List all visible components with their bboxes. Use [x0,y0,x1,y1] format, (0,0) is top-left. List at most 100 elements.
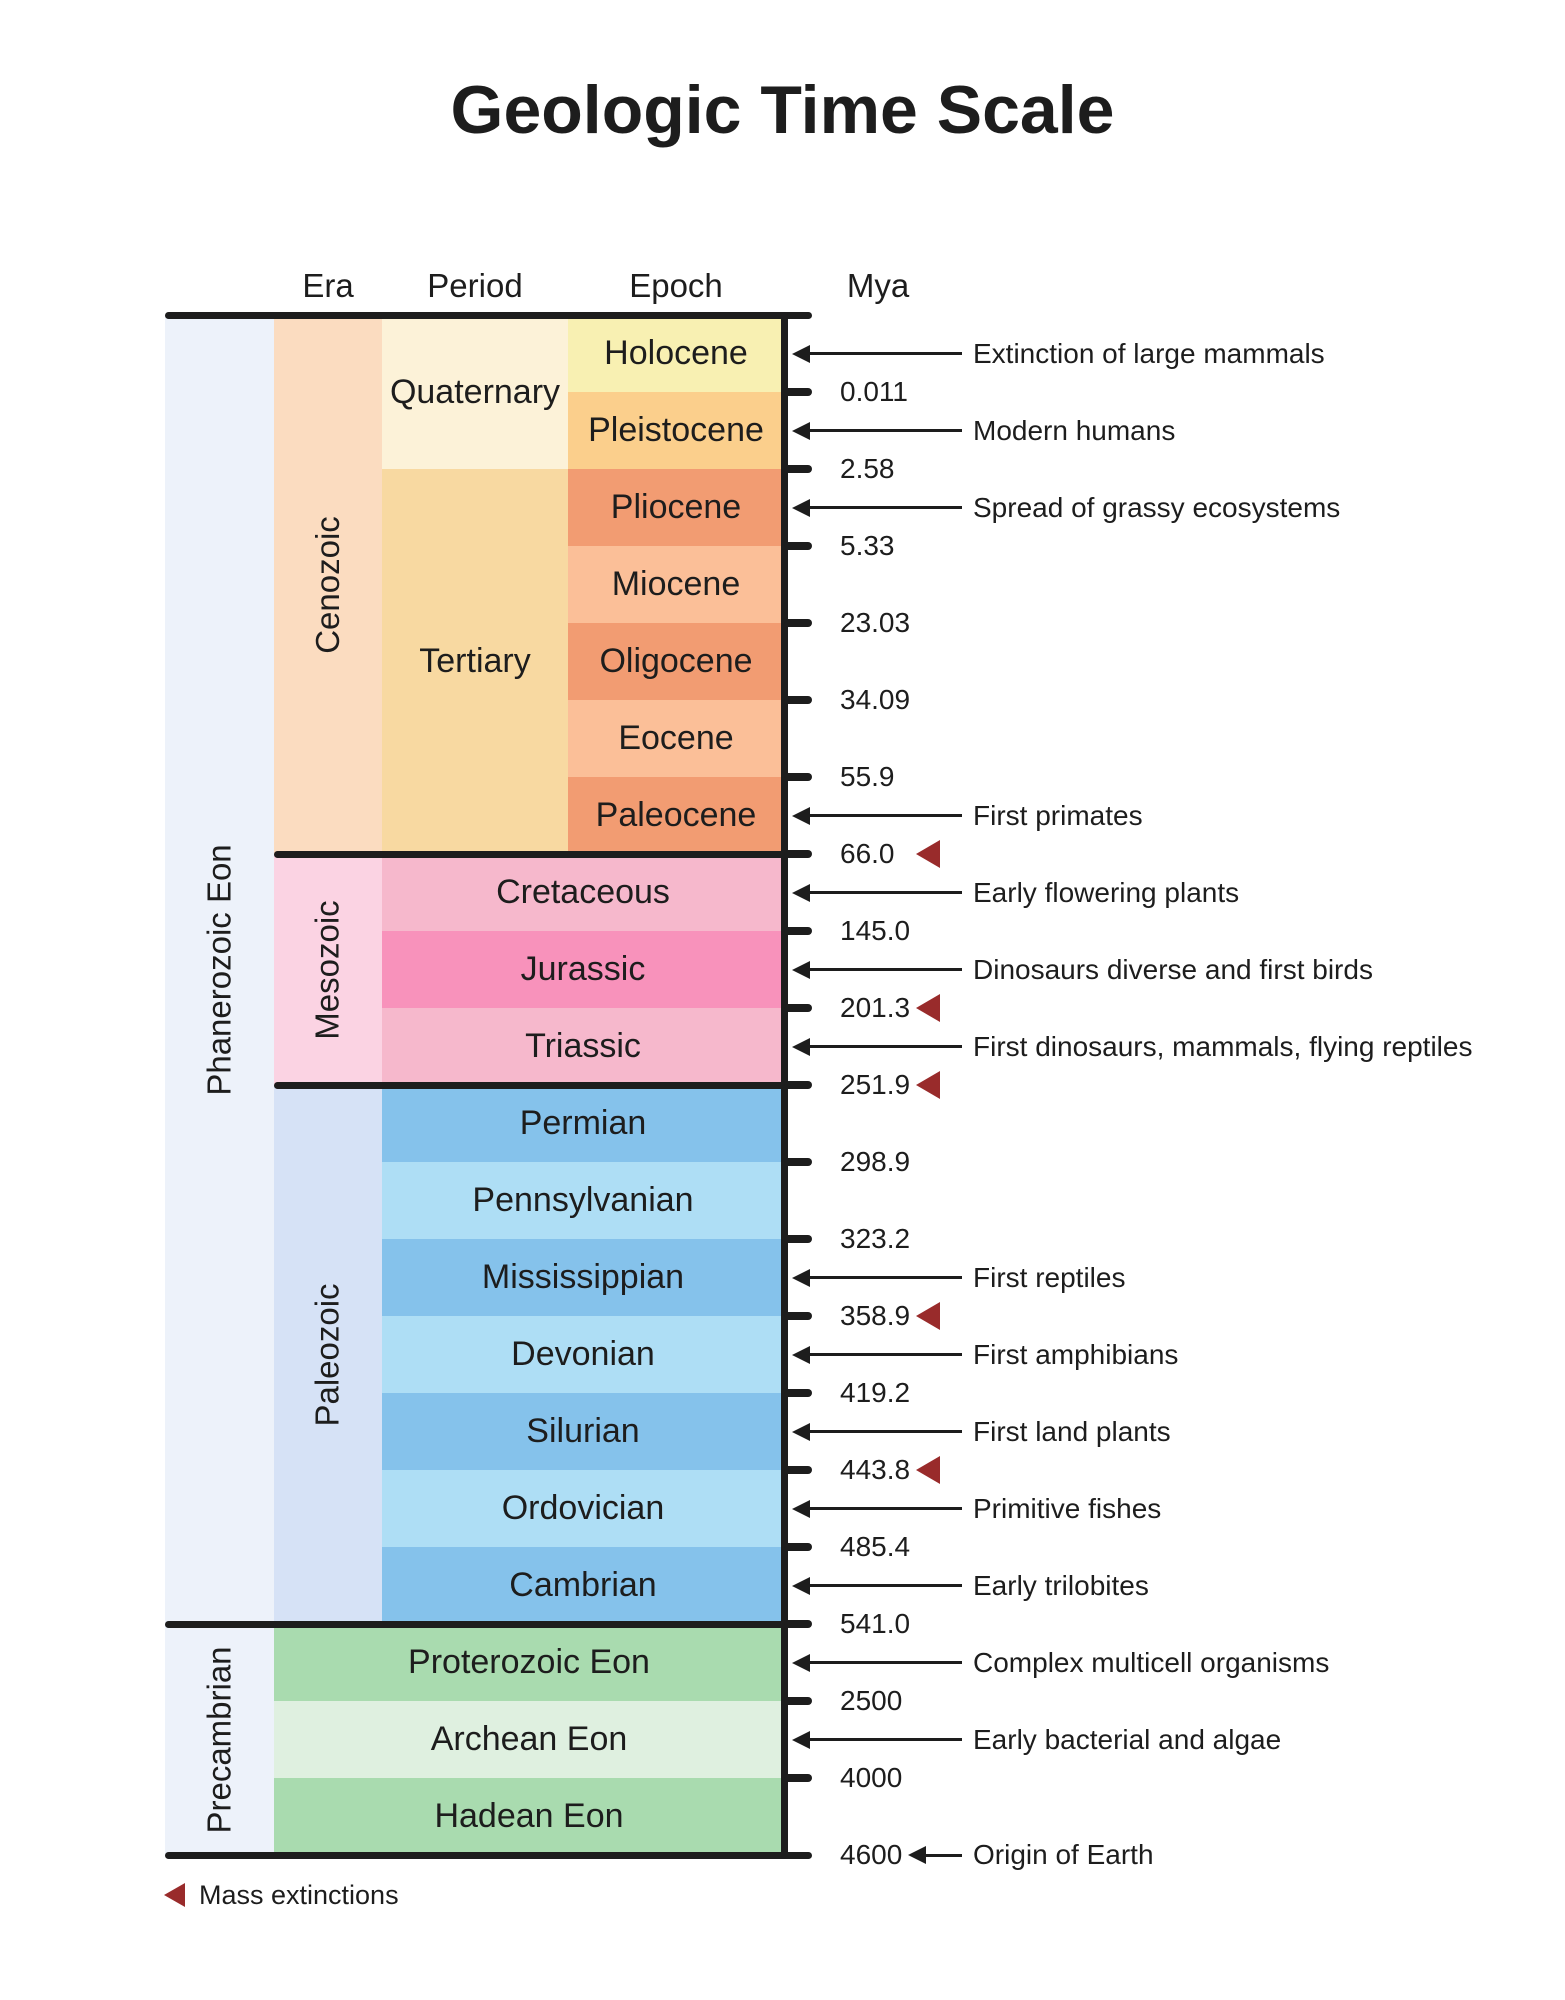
era-divider-line-16 [165,1620,788,1628]
epoch-label-miocene: Miocene [611,565,741,603]
period-cell-permian: Permian [382,1085,784,1162]
period-cell-devonian: Devonian [382,1316,784,1393]
epoch-label-eocene: Eocene [618,719,734,757]
period-cell-quaternary: Quaternary [382,315,568,469]
mya-tick-66-0 [784,850,812,858]
period-cell-tertiary: Tertiary [382,469,568,854]
chart-top-border [165,311,812,319]
annotation-first-amphibians: First amphibians [973,1338,1179,1370]
annotation-first-dinosaurs-mammals-flying-reptiles: First dinosaurs, mammals, flying reptile… [973,1030,1473,1062]
period-cell-pennsylvanian: Pennsylvanian [382,1162,784,1239]
annotation-arrow-head-first-amphibians [792,1345,810,1364]
mya-label-358-9: 358.9 [840,1300,911,1331]
mass-extinction-marker-201-3 [916,994,940,1022]
period-label-cretaceous: Cretaceous [496,873,670,911]
mya-label-443-8: 443.8 [840,1454,911,1485]
era-cell-paleozoic: Paleozoic [274,1085,382,1624]
epoch-label-pleistocene: Pleistocene [588,411,764,449]
period-label-devonian: Devonian [511,1335,655,1373]
mya-tick-2-58 [784,465,812,473]
annotation-arrow-head-spread-of-grassy-ecosystems [792,498,810,517]
mya-label-485-4: 485.4 [840,1531,911,1562]
mya-tick-201-3 [784,1004,812,1012]
annotation-arrow-line-first-reptiles [806,1276,962,1279]
annotation-arrow-head-first-primates [792,806,810,825]
annotation-arrow-head-early-bacterial-and-algae [792,1730,810,1749]
annotation-arrow-line-first-primates [806,814,962,817]
annotation-dinosaurs-diverse-and-first-birds: Dinosaurs diverse and first birds [973,953,1373,985]
epoch-cell-miocene: Miocene [568,546,784,623]
annotation-first-reptiles: First reptiles [973,1261,1126,1293]
annotation-first-land-plants: First land plants [973,1415,1171,1447]
period-label-mississippian: Mississippian [481,1258,685,1296]
mass-extinction-marker-443-8 [916,1456,940,1484]
page-title: Geologic Time Scale [450,72,1115,148]
mya-label-298-9: 298.9 [840,1146,911,1177]
annotation-arrow-head-early-flowering-plants [792,883,810,902]
mya-tick-485-4 [784,1543,812,1551]
annotation-arrow-head-modern-humans [792,421,810,440]
annotation-first-primates: First primates [973,799,1143,831]
mya-label-2500: 2500 [840,1685,903,1716]
era-divider-line-9 [274,1081,788,1089]
legend-label: Mass extinctions [199,1879,399,1910]
annotation-arrow-head-primitive-fishes [792,1499,810,1518]
annotation-extinction-of-large-mammals: Extinction of large mammals [973,337,1325,369]
epoch-cell-oligocene: Oligocene [568,623,784,700]
eon-cell-phanerozoic-eon: Phanerozoic Eon [165,315,274,1624]
period-label-archean-eon: Archean Eon [430,1720,628,1758]
epoch-label-pliocene: Pliocene [610,488,742,526]
mya-tick-2500 [784,1697,812,1705]
annotation-spread-of-grassy-ecosystems: Spread of grassy ecosystems [973,491,1341,523]
era-cell-mesozoic: Mesozoic [274,854,382,1085]
epoch-cell-pleistocene: Pleistocene [568,392,784,469]
annotation-arrow-line-first-amphibians [806,1353,962,1356]
annotation-arrow-line-modern-humans [806,429,962,432]
mass-extinction-marker-251-9 [916,1071,940,1099]
mass-extinction-marker-358-9 [916,1302,940,1330]
epoch-cell-eocene: Eocene [568,700,784,777]
period-label-cambrian: Cambrian [509,1566,657,1604]
mya-label-201-3: 201.3 [840,992,911,1023]
period-cell-jurassic: Jurassic [382,931,784,1008]
column-header-period: Period [427,267,523,304]
mya-label-4000: 4000 [840,1762,903,1793]
chart-bottom-border [165,1851,812,1859]
period-cell-ordovician: Ordovician [382,1470,784,1547]
annotation-arrow-line-extinction-of-large-mammals [806,352,962,355]
annotation-arrow-line-first-dinosaurs-mammals-flying-reptiles [806,1045,962,1048]
period-label-ordovician: Ordovician [501,1489,665,1527]
annotation-arrow-line-complex-multicell-organisms [806,1661,962,1664]
annotation-complex-multicell-organisms: Complex multicell organisms [973,1646,1330,1678]
mya-tick-298-9 [784,1158,812,1166]
mya-tick-34-09 [784,696,812,704]
mya-tick-419-2 [784,1389,812,1397]
mya-tick-443-8 [784,1466,812,1474]
mya-tick-145-0 [784,927,812,935]
eon-label-phanerozoic-eon: Phanerozoic Eon [200,843,238,1096]
period-cell-cambrian: Cambrian [382,1547,784,1624]
column-header-era: Era [302,267,354,304]
annotation-arrow-head-early-trilobites [792,1576,810,1595]
mya-label-5-33: 5.33 [840,530,895,561]
epoch-cell-pliocene: Pliocene [568,469,784,546]
era-label-paleozoic: Paleozoic [309,1282,346,1427]
period-label-jurassic: Jurassic [520,950,646,988]
mya-tick-23-03 [784,619,812,627]
eon-label-precambrian: Precambrian [200,1645,238,1834]
annotation-arrow-line-early-flowering-plants [806,891,962,894]
annotation-arrow-head-extinction-of-large-mammals [792,344,810,363]
era-label-mesozoic: Mesozoic [309,899,347,1040]
period-cell-hadean-eon: Hadean Eon [274,1778,784,1855]
annotation-arrow-line-dinosaurs-diverse-and-first-birds [806,968,962,971]
period-label-permian: Permian [519,1104,647,1142]
mya-label-55-9: 55.9 [840,761,895,792]
mya-label-66-0: 66.0 [840,838,895,869]
annotation-arrow-line-first-land-plants [806,1430,962,1433]
period-label-tertiary: Tertiary [419,642,531,680]
mya-tick-0-011 [784,388,812,396]
annotation-early-trilobites: Early trilobites [973,1569,1149,1601]
period-label-triassic: Triassic [525,1027,641,1065]
epoch-label-oligocene: Oligocene [599,642,753,680]
